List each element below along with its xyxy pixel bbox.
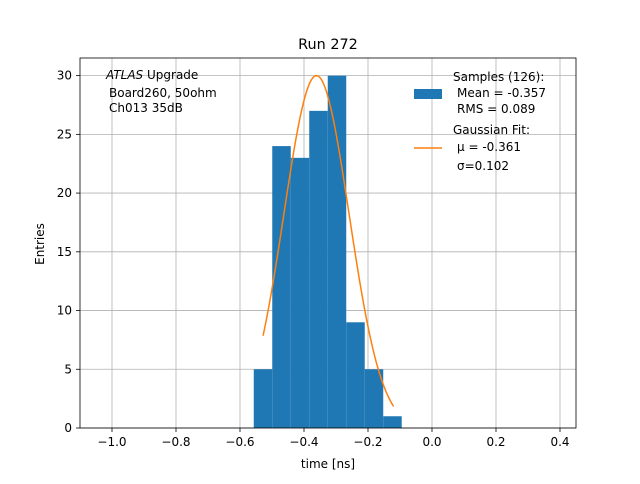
gaussian-fit-curve — [262, 74, 395, 407]
y-axis-label: Entries — [33, 223, 47, 265]
x-tick-label: 0.2 — [486, 435, 505, 449]
annotation-line-2: Board260, 50ohm — [109, 86, 217, 100]
axis-ticks: −1.0 −0.8 −0.6 −0.4 −0.2 0.0 0.2 0.4 0 5 10 15 20 25 3… — [57, 69, 570, 449]
x-tick-label: −0.2 — [353, 435, 382, 449]
y-tick-label: 10 — [57, 304, 72, 318]
y-tick-label: 20 — [57, 186, 72, 200]
histogram-bar — [364, 369, 384, 428]
histogram-bar — [327, 75, 347, 428]
annotation-line-1: ATLAS Upgrade — [105, 68, 198, 82]
histogram-bar — [290, 157, 310, 429]
x-tick-label: −0.6 — [225, 435, 254, 449]
y-tick-label: 15 — [57, 245, 72, 259]
legend-fit-mu: μ = -0.361 — [457, 140, 521, 154]
axes-frame — [79, 57, 577, 429]
x-tick-label: −0.8 — [161, 435, 190, 449]
y-tick-label: 30 — [57, 69, 72, 83]
x-tick-label: −0.4 — [289, 435, 318, 449]
legend-fit-label: Gaussian Fit: — [453, 123, 530, 137]
histogram-bar — [272, 146, 291, 428]
x-tick-label: 0.0 — [422, 435, 441, 449]
x-tick-label: 0.4 — [550, 435, 569, 449]
legend: Samples (126): Mean = -0.357 RMS = 0.089… — [414, 70, 546, 173]
x-tick-label: −1.0 — [97, 435, 126, 449]
legend-samples-label: Samples (126): — [453, 70, 544, 84]
annotation-upgrade: Upgrade — [143, 68, 198, 82]
histogram-bars — [253, 75, 402, 429]
atlas-annotation: ATLAS Upgrade Board260, 50ohm Ch013 35dB — [105, 68, 217, 115]
legend-samples-mean: Mean = -0.357 — [457, 86, 546, 100]
y-tick-label: 5 — [64, 362, 72, 376]
y-tick-label: 25 — [57, 127, 72, 141]
legend-samples-rms: RMS = 0.089 — [457, 102, 535, 116]
histogram-bar — [253, 369, 273, 428]
histogram-bar — [383, 416, 402, 428]
histogram-bar — [346, 322, 365, 428]
y-tick-label: 0 — [64, 421, 72, 435]
annotation-atlas: ATLAS — [105, 68, 144, 82]
histogram-bar — [309, 110, 328, 428]
legend-fit-sigma: σ=0.102 — [457, 159, 509, 173]
x-axis-label: time [ns] — [301, 457, 355, 471]
annotation-line-3: Ch013 35dB — [109, 101, 183, 115]
chart-title: Run 272 — [298, 37, 358, 53]
legend-samples-swatch — [414, 89, 442, 99]
